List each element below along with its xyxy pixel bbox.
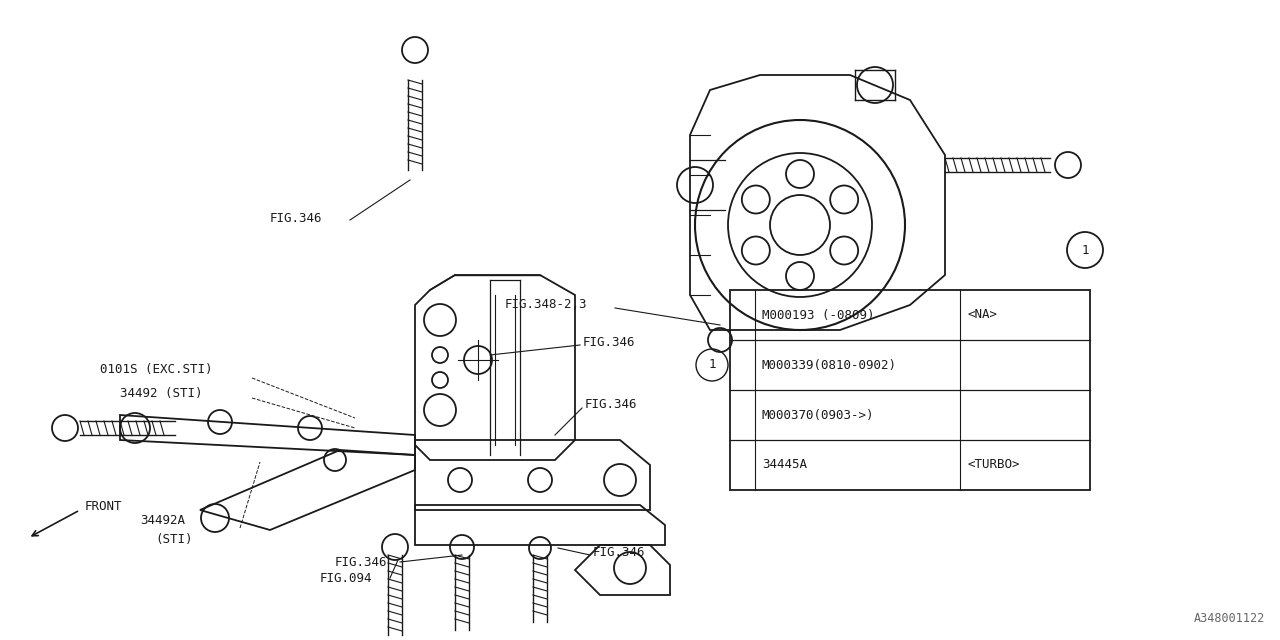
Text: 34492 (STI): 34492 (STI) xyxy=(120,387,202,399)
Text: FIG.346: FIG.346 xyxy=(593,545,645,559)
Text: A348001122: A348001122 xyxy=(1194,612,1265,625)
Text: FIG.348-2,3: FIG.348-2,3 xyxy=(506,298,588,312)
Bar xyxy=(730,290,1091,490)
Text: 1: 1 xyxy=(708,358,716,371)
Text: 34492A: 34492A xyxy=(140,513,186,527)
Text: FIG.346: FIG.346 xyxy=(335,556,388,568)
Text: 34445A: 34445A xyxy=(762,458,806,472)
Text: <TURBO>: <TURBO> xyxy=(968,458,1020,472)
Text: 0101S (EXC.STI): 0101S (EXC.STI) xyxy=(100,364,212,376)
Text: M000339(0810-0902): M000339(0810-0902) xyxy=(762,358,897,371)
Text: 1: 1 xyxy=(1082,243,1089,257)
Text: FIG.094: FIG.094 xyxy=(320,572,372,584)
Text: M000370(0903->): M000370(0903->) xyxy=(762,408,874,422)
Text: FIG.346: FIG.346 xyxy=(270,211,323,225)
Text: <NA>: <NA> xyxy=(968,308,998,321)
Text: FIG.346: FIG.346 xyxy=(585,399,637,412)
Text: (STI): (STI) xyxy=(155,534,192,547)
Text: FIG.346: FIG.346 xyxy=(582,335,635,349)
Text: M000193 (-0809): M000193 (-0809) xyxy=(762,308,874,321)
Text: FRONT: FRONT xyxy=(84,499,123,513)
